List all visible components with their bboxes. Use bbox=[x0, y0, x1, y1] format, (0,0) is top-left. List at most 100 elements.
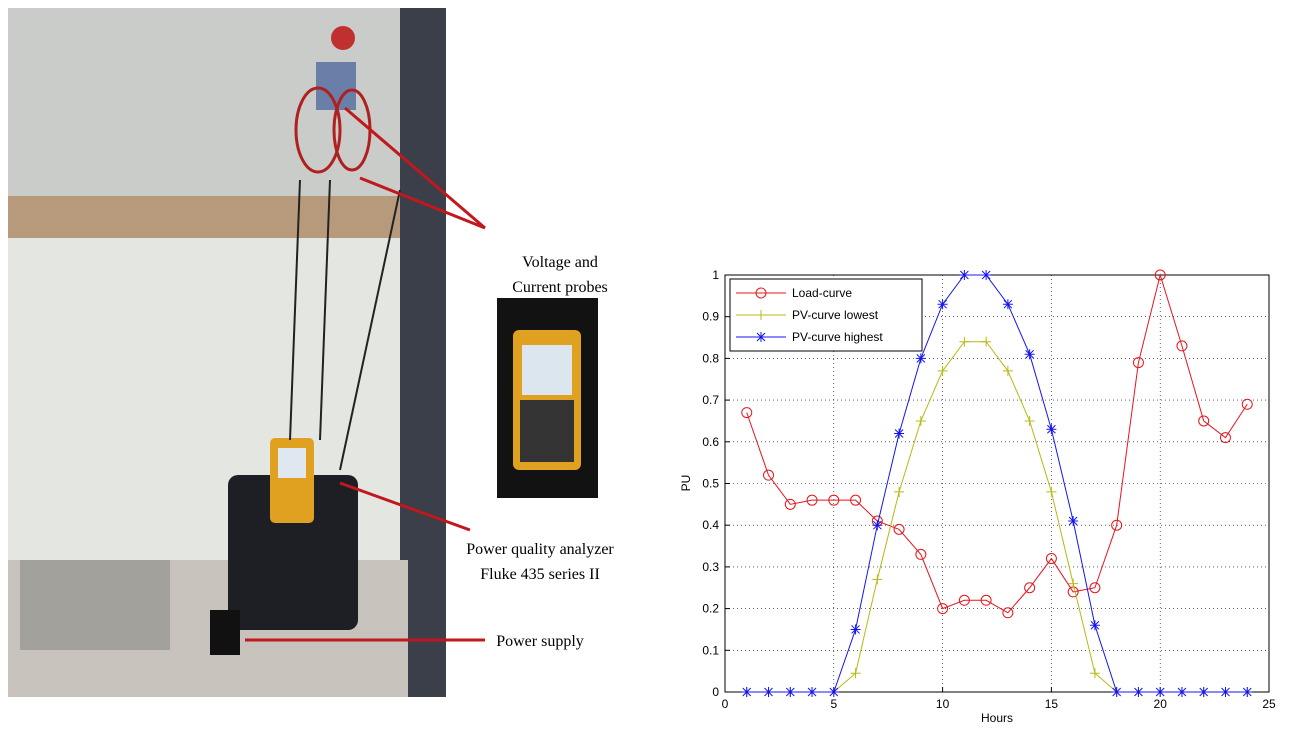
point-marker bbox=[1241, 398, 1253, 410]
y-tick-label: 0 bbox=[712, 685, 719, 699]
point-marker bbox=[872, 520, 883, 531]
x-tick-label: 20 bbox=[1154, 697, 1168, 711]
point-marker bbox=[1220, 687, 1231, 697]
point-marker bbox=[981, 336, 992, 347]
point-marker bbox=[850, 624, 861, 635]
y-tick-label: 0.5 bbox=[702, 477, 719, 491]
axes-box bbox=[724, 274, 1270, 693]
point-marker bbox=[1111, 519, 1123, 531]
point-marker bbox=[937, 603, 949, 615]
y-tick-label: 0.4 bbox=[702, 518, 719, 532]
legend-label: PV-curve highest bbox=[792, 330, 883, 344]
bell bbox=[331, 26, 355, 50]
point-marker bbox=[1154, 269, 1166, 281]
series-line bbox=[746, 273, 1248, 614]
cables bbox=[289, 179, 401, 471]
point-marker bbox=[1002, 299, 1013, 310]
point-marker bbox=[1089, 620, 1100, 631]
arrows bbox=[245, 106, 486, 642]
photo-label: Power quality analyzer bbox=[466, 541, 614, 558]
point-marker bbox=[1133, 687, 1144, 697]
x-tick-label: 10 bbox=[936, 697, 950, 711]
y-axis-label: PU bbox=[679, 475, 693, 492]
arrow bbox=[344, 106, 486, 230]
photo-label: Power supply bbox=[496, 633, 584, 650]
point-marker bbox=[1089, 668, 1100, 679]
tiles bbox=[8, 238, 446, 568]
point-marker bbox=[937, 365, 948, 376]
y-tick-label: 1 bbox=[712, 268, 719, 282]
point-marker bbox=[1111, 687, 1122, 697]
point-marker bbox=[872, 574, 883, 585]
point-marker bbox=[1198, 415, 1210, 427]
y-tick-label: 0.9 bbox=[702, 310, 719, 324]
point-marker bbox=[1024, 582, 1036, 594]
point-marker bbox=[1002, 365, 1013, 376]
point-marker bbox=[915, 353, 926, 364]
point-marker bbox=[807, 687, 818, 697]
point-marker bbox=[937, 299, 948, 310]
chart: Hours PU 0 5 10 15 20 25 0 0.1 0.2 0.3 0.4 0.5 0.6 0.… bbox=[679, 268, 1276, 725]
point-marker bbox=[1219, 432, 1231, 444]
legend-marker bbox=[756, 332, 766, 342]
point-marker bbox=[1067, 586, 1079, 598]
point-marker bbox=[1176, 340, 1188, 352]
arrow bbox=[359, 176, 486, 230]
upper-wall bbox=[8, 8, 446, 198]
y-tick-label: 0.6 bbox=[702, 435, 719, 449]
point-marker bbox=[828, 494, 840, 506]
point-marker bbox=[850, 668, 861, 679]
equipment bbox=[20, 560, 170, 650]
y-tick-label: 0.8 bbox=[702, 351, 719, 365]
x-tick-label: 5 bbox=[830, 697, 837, 711]
legend-marker bbox=[755, 287, 767, 299]
inset-keys bbox=[520, 400, 574, 462]
y-tick-label: 0.2 bbox=[702, 602, 719, 616]
border-tile bbox=[8, 196, 446, 238]
point-marker bbox=[1024, 349, 1035, 360]
point-marker bbox=[806, 494, 818, 506]
stool bbox=[228, 475, 358, 630]
point-marker bbox=[1089, 582, 1101, 594]
point-marker bbox=[1132, 357, 1144, 368]
x-tick-label: 15 bbox=[1045, 697, 1059, 711]
photo-label: Voltage and bbox=[522, 254, 598, 271]
point-marker bbox=[980, 594, 992, 606]
x-axis-label: Hours bbox=[981, 711, 1013, 725]
point-marker bbox=[981, 270, 992, 280]
point-marker bbox=[741, 407, 753, 419]
point-marker bbox=[893, 523, 905, 535]
current-probe bbox=[294, 86, 342, 174]
point-marker bbox=[784, 498, 796, 510]
point-marker bbox=[959, 270, 970, 280]
point-marker bbox=[915, 548, 927, 560]
point-marker bbox=[894, 428, 905, 439]
point-marker bbox=[1155, 687, 1166, 697]
point-marker bbox=[850, 494, 862, 506]
point-marker bbox=[828, 687, 839, 697]
point-marker bbox=[1176, 687, 1187, 697]
x-tick-label: 25 bbox=[1262, 697, 1276, 711]
point-marker bbox=[1002, 607, 1014, 619]
point-marker bbox=[1024, 415, 1035, 426]
point-marker bbox=[1046, 486, 1057, 497]
point-marker bbox=[958, 594, 970, 606]
legend-marker bbox=[756, 310, 766, 320]
point-marker bbox=[741, 687, 752, 697]
x-tick-label: 0 bbox=[722, 697, 729, 711]
photo-label: Fluke 435 series II bbox=[480, 566, 600, 583]
point-marker bbox=[1045, 553, 1057, 564]
point-marker bbox=[915, 415, 926, 426]
point-marker bbox=[1046, 424, 1057, 435]
point-marker bbox=[1068, 578, 1079, 589]
inset-screen bbox=[522, 345, 572, 395]
point-marker bbox=[959, 336, 970, 347]
photo-label: Current probes bbox=[512, 279, 608, 296]
photo bbox=[8, 8, 446, 697]
point-marker bbox=[1198, 687, 1209, 697]
point-marker bbox=[763, 469, 775, 481]
legend-label: Load-curve bbox=[792, 286, 852, 300]
y-tick-label: 0.3 bbox=[702, 560, 719, 574]
analyzer-screen bbox=[278, 448, 306, 478]
